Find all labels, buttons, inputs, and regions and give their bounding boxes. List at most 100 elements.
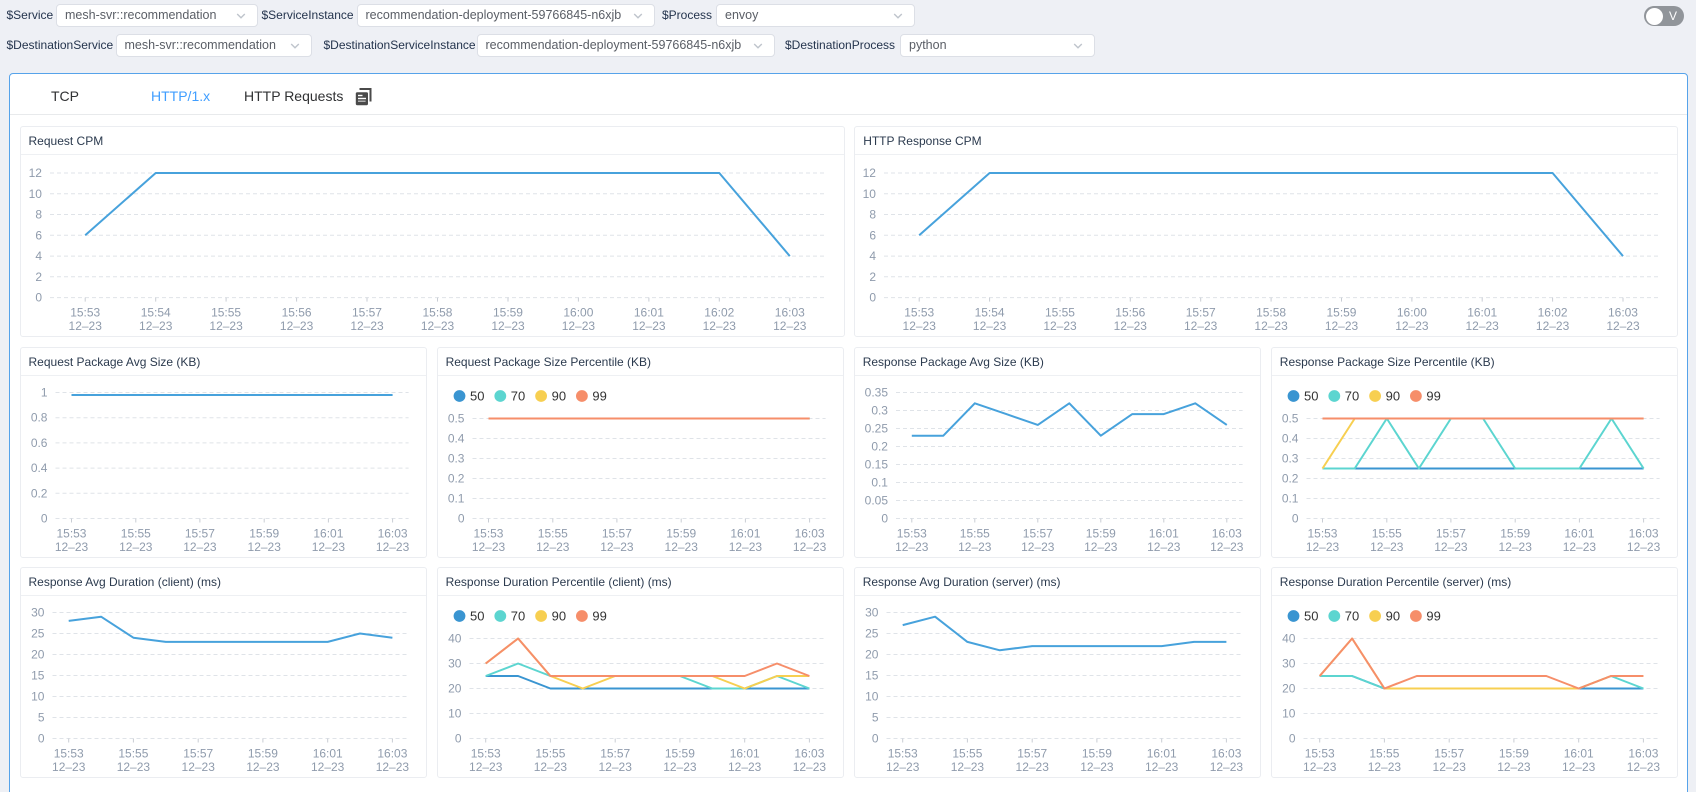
svg-text:12–23: 12–23 [1084,539,1118,553]
svg-text:16:03: 16:03 [1211,746,1241,760]
svg-text:15:59: 15:59 [1499,746,1529,760]
svg-text:0: 0 [881,511,888,525]
svg-text:16:03: 16:03 [1628,526,1658,540]
svg-text:20: 20 [1282,681,1296,695]
svg-text:12–23: 12–23 [54,539,88,553]
svg-text:0.4: 0.4 [30,461,47,475]
svg-text:15:53: 15:53 [473,526,503,540]
svg-text:12–23: 12–23 [793,539,827,553]
svg-text:12–23: 12–23 [1114,319,1148,333]
svg-text:16:03: 16:03 [377,746,407,760]
svg-text:99: 99 [1426,608,1440,623]
svg-text:15:53: 15:53 [53,746,83,760]
svg-text:0.4: 0.4 [1282,431,1299,445]
svg-text:15:57: 15:57 [600,746,630,760]
svg-text:10: 10 [863,187,877,201]
svg-text:16:03: 16:03 [1628,746,1658,760]
svg-text:12–23: 12–23 [950,759,984,773]
svg-text:16:02: 16:02 [1538,305,1568,319]
svg-text:12–23: 12–23 [1184,319,1218,333]
svg-text:4: 4 [870,249,877,263]
svg-text:0: 0 [454,731,461,745]
svg-text:12–23: 12–23 [895,539,929,553]
svg-text:15:57: 15:57 [184,526,214,540]
svg-text:12–23: 12–23 [1325,319,1359,333]
svg-text:0.1: 0.1 [1282,491,1299,505]
svg-text:15:59: 15:59 [247,746,277,760]
svg-text:16:01: 16:01 [1146,746,1176,760]
svg-text:20: 20 [865,647,879,661]
svg-text:5: 5 [872,710,879,724]
svg-text:0.15: 0.15 [864,457,888,471]
svg-text:4: 4 [35,249,42,263]
svg-text:12–23: 12–23 [209,319,243,333]
svg-text:12–23: 12–23 [1627,539,1661,553]
svg-text:10: 10 [448,706,462,720]
svg-text:10: 10 [31,689,45,703]
svg-text:12–23: 12–23 [1015,759,1049,773]
svg-text:12–23: 12–23 [52,759,86,773]
svg-text:0: 0 [457,511,464,525]
svg-text:16:01: 16:01 [1467,305,1497,319]
svg-text:15:56: 15:56 [1115,305,1145,319]
svg-text:12–23: 12–23 [68,319,102,333]
svg-text:50: 50 [470,388,484,403]
svg-text:12–23: 12–23 [1368,759,1402,773]
svg-text:12–23: 12–23 [139,319,173,333]
svg-text:6: 6 [870,228,877,242]
svg-text:12–23: 12–23 [1021,539,1055,553]
svg-text:30: 30 [865,605,879,619]
svg-text:0.8: 0.8 [30,410,47,424]
svg-text:12–23: 12–23 [1536,319,1570,333]
svg-text:16:01: 16:01 [312,746,342,760]
svg-text:12–23: 12–23 [181,759,215,773]
svg-text:12: 12 [28,166,42,180]
svg-text:0.2: 0.2 [447,471,464,485]
svg-text:10: 10 [1282,706,1296,720]
svg-text:25: 25 [865,626,879,640]
svg-text:10: 10 [865,689,879,703]
svg-text:12–23: 12–23 [491,319,525,333]
svg-text:12–23: 12–23 [279,319,313,333]
svg-text:0.3: 0.3 [1282,451,1299,465]
svg-text:12–23: 12–23 [598,759,632,773]
svg-text:12–23: 12–23 [1563,539,1597,553]
svg-text:2: 2 [870,270,877,284]
svg-text:15:55: 15:55 [211,305,241,319]
svg-text:90: 90 [551,388,565,403]
svg-text:12–23: 12–23 [728,759,762,773]
svg-text:12: 12 [863,166,877,180]
svg-text:12–23: 12–23 [1627,759,1661,773]
svg-text:99: 99 [592,388,606,403]
svg-text:12–23: 12–23 [1147,539,1181,553]
svg-text:15: 15 [865,668,879,682]
svg-text:0.2: 0.2 [30,486,47,500]
svg-text:12–23: 12–23 [1145,759,1179,773]
svg-text:12–23: 12–23 [1210,539,1244,553]
svg-text:12–23: 12–23 [375,539,409,553]
svg-text:15:53: 15:53 [1307,526,1337,540]
svg-text:15:53: 15:53 [70,305,100,319]
svg-text:16:01: 16:01 [313,526,343,540]
svg-text:12–23: 12–23 [533,759,567,773]
svg-text:2: 2 [35,270,42,284]
svg-text:12–23: 12–23 [1209,759,1243,773]
svg-text:0.1: 0.1 [447,491,464,505]
svg-text:15:55: 15:55 [959,526,989,540]
svg-text:90: 90 [1385,608,1399,623]
svg-text:15:57: 15:57 [601,526,631,540]
svg-text:12–23: 12–23 [632,319,666,333]
svg-text:0: 0 [870,291,877,305]
svg-text:0.3: 0.3 [447,451,464,465]
svg-text:12–23: 12–23 [116,759,150,773]
svg-text:15:53: 15:53 [1304,746,1334,760]
svg-text:12–23: 12–23 [886,759,920,773]
svg-text:15:59: 15:59 [249,526,279,540]
svg-text:6: 6 [35,228,42,242]
svg-text:0: 0 [1289,731,1296,745]
svg-text:20: 20 [448,681,462,695]
svg-text:12–23: 12–23 [1432,759,1466,773]
svg-text:0.2: 0.2 [1282,471,1299,485]
svg-text:15:57: 15:57 [1434,746,1464,760]
svg-text:15:59: 15:59 [1327,305,1357,319]
